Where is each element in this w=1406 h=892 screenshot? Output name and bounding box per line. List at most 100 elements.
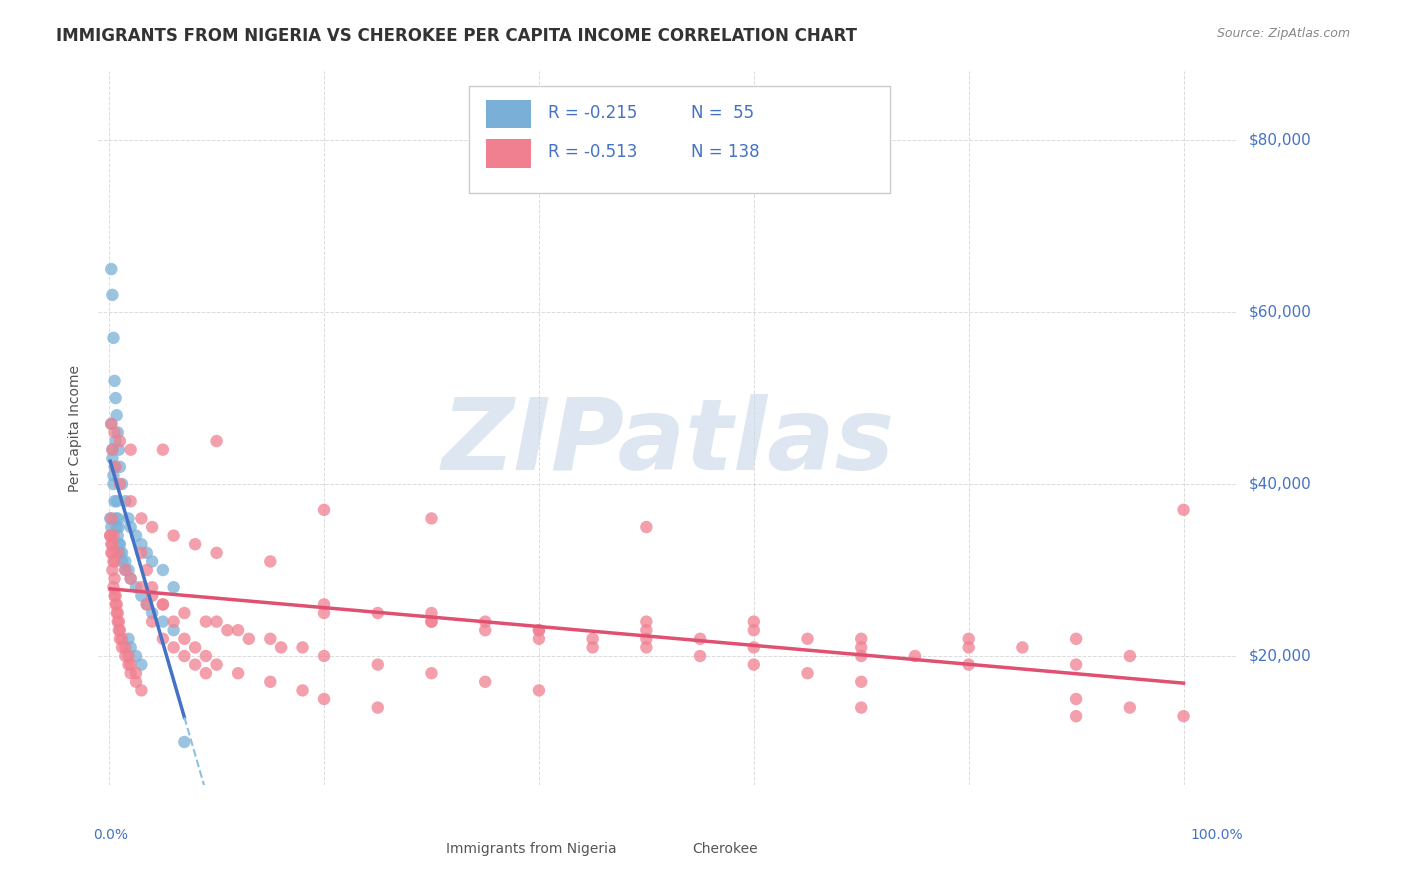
Point: [103, 528, 125, 542]
Point: [194, 615, 217, 629]
Point: [152, 563, 174, 577]
Point: [103, 494, 125, 508]
Point: [131, 683, 153, 698]
Point: [104, 589, 127, 603]
Point: [117, 632, 139, 646]
Point: [100, 262, 122, 277]
Point: [107, 511, 129, 525]
Point: [100, 511, 122, 525]
Point: [108, 434, 131, 448]
Point: [100, 546, 122, 560]
Point: [104, 434, 127, 448]
Point: [114, 563, 136, 577]
Point: [108, 615, 131, 629]
Point: [117, 648, 139, 663]
Point: [103, 425, 125, 440]
Text: R = -0.513: R = -0.513: [548, 143, 638, 161]
FancyBboxPatch shape: [485, 139, 531, 168]
Point: [98, 511, 121, 525]
Point: [957, 657, 980, 672]
Point: [527, 632, 550, 646]
Point: [1173, 503, 1195, 517]
Point: [111, 546, 134, 560]
Text: $20,000: $20,000: [1249, 648, 1312, 664]
Point: [100, 417, 122, 431]
Point: [312, 648, 335, 663]
Point: [105, 494, 128, 508]
Point: [114, 494, 136, 508]
Text: $40,000: $40,000: [1249, 476, 1312, 491]
Point: [104, 598, 127, 612]
Point: [226, 666, 249, 681]
Point: [162, 615, 184, 629]
Point: [100, 520, 122, 534]
FancyBboxPatch shape: [468, 86, 890, 193]
Point: [104, 391, 127, 405]
Point: [131, 546, 153, 560]
Point: [107, 606, 129, 620]
Point: [103, 572, 125, 586]
Point: [312, 692, 335, 706]
Point: [184, 537, 207, 551]
Point: [851, 640, 873, 655]
Point: [184, 640, 207, 655]
Point: [98, 528, 121, 542]
Point: [689, 632, 711, 646]
Point: [162, 528, 184, 542]
Point: [205, 546, 228, 560]
Point: [851, 674, 873, 689]
Point: [1011, 640, 1033, 655]
Point: [636, 640, 658, 655]
Point: [152, 598, 174, 612]
Point: [117, 511, 139, 525]
Point: [103, 468, 125, 483]
Point: [131, 657, 153, 672]
Point: [103, 374, 125, 388]
Text: N = 138: N = 138: [690, 143, 759, 161]
Point: [312, 598, 335, 612]
Point: [108, 624, 131, 638]
Point: [141, 615, 163, 629]
Point: [851, 632, 873, 646]
Point: [173, 648, 195, 663]
Y-axis label: Per Capita Income: Per Capita Income: [67, 365, 82, 491]
Point: [131, 589, 153, 603]
Point: [114, 563, 136, 577]
Point: [103, 580, 125, 594]
Point: [120, 572, 142, 586]
Point: [101, 442, 124, 457]
Point: [527, 683, 550, 698]
Point: [194, 666, 217, 681]
Point: [101, 451, 124, 466]
Point: [103, 554, 125, 568]
Point: [1064, 709, 1087, 723]
Point: [205, 615, 228, 629]
Point: [98, 528, 121, 542]
Text: 100.0%: 100.0%: [1191, 828, 1243, 842]
Point: [1173, 709, 1195, 723]
Point: [107, 528, 129, 542]
Point: [100, 417, 122, 431]
Point: [420, 615, 443, 629]
Point: [420, 666, 443, 681]
Point: [103, 589, 125, 603]
Text: 0.0%: 0.0%: [93, 828, 128, 842]
Point: [101, 288, 124, 302]
Point: [104, 459, 127, 474]
Point: [851, 700, 873, 714]
Point: [173, 632, 195, 646]
Point: [108, 546, 131, 560]
Point: [120, 666, 142, 681]
Point: [135, 546, 157, 560]
Point: [120, 640, 142, 655]
FancyBboxPatch shape: [485, 100, 531, 128]
Text: $80,000: $80,000: [1249, 133, 1312, 148]
Point: [135, 598, 157, 612]
Point: [312, 606, 335, 620]
Point: [742, 624, 765, 638]
Point: [108, 624, 131, 638]
Point: [111, 477, 134, 491]
Point: [120, 657, 142, 672]
Point: [152, 632, 174, 646]
Text: Immigrants from Nigeria: Immigrants from Nigeria: [446, 842, 616, 856]
